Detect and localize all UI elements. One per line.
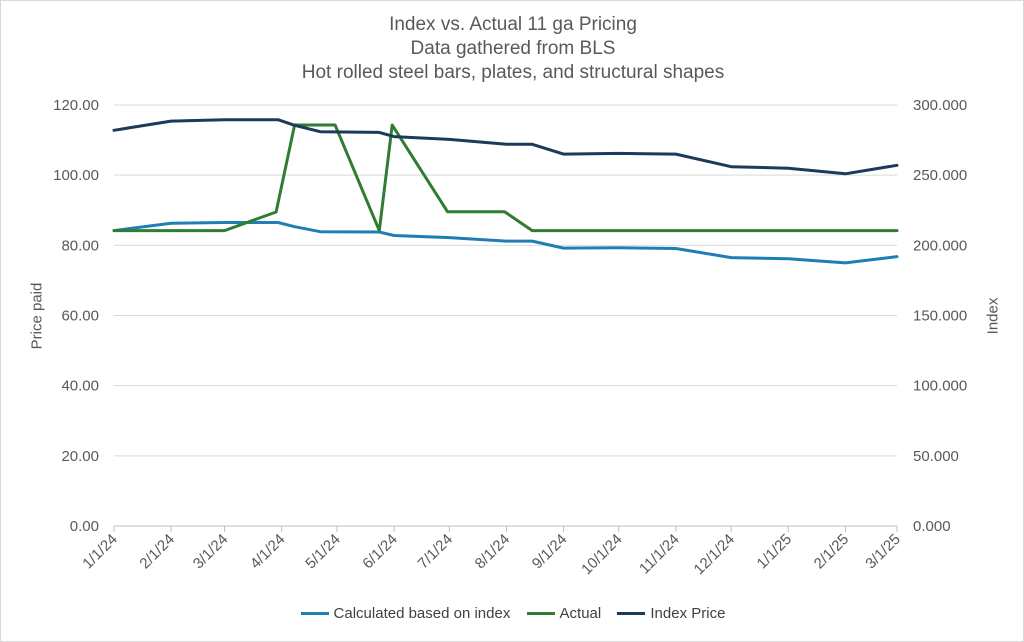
legend-label-actual: Actual <box>559 605 602 622</box>
right-tick-label: 300.000 <box>913 97 967 114</box>
left-tick-label: 20.00 <box>61 448 99 465</box>
x-tick-label: 2/1/25 <box>811 531 853 573</box>
legend-swatch-calculated <box>300 612 329 615</box>
left-axis-title: Price paid <box>28 282 46 350</box>
legend-item-actual: Actual <box>526 605 602 622</box>
x-tick-label: 12/1/24 <box>691 531 738 578</box>
x-tick-label: 1/1/24 <box>79 531 121 573</box>
chart-title-line-1: Index vs. Actual 11 ga Pricing <box>389 14 637 35</box>
x-tick-label: 8/1/24 <box>472 531 514 573</box>
x-tick-label: 10/1/24 <box>578 531 625 578</box>
right-tick-label: 250.000 <box>913 167 967 184</box>
left-tick-label: 0.00 <box>70 518 99 535</box>
right-tick-label: 200.000 <box>913 237 967 254</box>
chart-title-line-2: Data gathered from BLS <box>410 38 616 59</box>
x-tick-label: 5/1/24 <box>302 531 344 573</box>
x-tick-label: 7/1/24 <box>415 531 457 573</box>
left-tick-label: 60.00 <box>61 308 99 325</box>
left-tick-label: 40.00 <box>61 378 99 395</box>
x-tick-label: 6/1/24 <box>359 531 401 573</box>
legend-label-index-price: Index Price <box>650 605 726 622</box>
right-tick-label: 50.000 <box>913 448 959 465</box>
x-tick-label: 1/1/25 <box>754 531 796 573</box>
series-line-index-price <box>112 118 899 176</box>
x-tick-label: 4/1/24 <box>247 531 289 573</box>
chart-legend: Calculated based on index Actual Index P… <box>1 602 1024 622</box>
x-tick-label: 11/1/24 <box>636 531 683 578</box>
right-tick-label: 150.000 <box>913 308 967 325</box>
series-line-actual <box>112 123 899 233</box>
left-tick-label: 80.00 <box>61 237 99 254</box>
x-tick-label: 9/1/24 <box>529 531 571 573</box>
right-tick-label: 100.000 <box>913 378 967 395</box>
legend-item-index-price: Index Price <box>617 605 725 622</box>
x-tick-label: 3/1/25 <box>862 531 904 573</box>
x-tick-label: 3/1/24 <box>190 531 232 573</box>
x-tick-label: 2/1/24 <box>136 531 178 573</box>
legend-swatch-actual <box>526 612 555 615</box>
legend-label-calculated: Calculated based on index <box>333 605 511 622</box>
legend-item-calculated: Calculated based on index <box>300 605 511 622</box>
chart-title-line-3: Hot rolled steel bars, plates, and struc… <box>301 62 725 83</box>
left-tick-label: 120.00 <box>53 97 99 114</box>
right-axis-title: Index <box>984 297 1002 335</box>
legend-swatch-index-price <box>617 612 646 615</box>
left-tick-label: 100.00 <box>53 167 99 184</box>
right-tick-label: 0.000 <box>913 518 951 535</box>
series-line-calculated <box>112 221 899 265</box>
